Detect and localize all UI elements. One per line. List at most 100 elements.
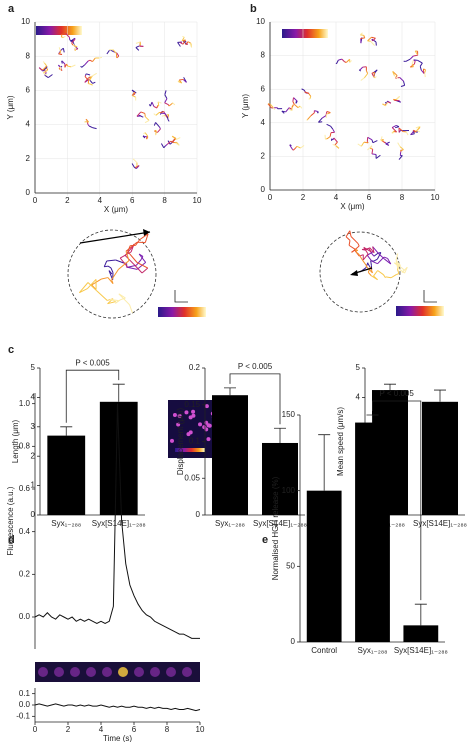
trajectory [270, 103, 274, 108]
track [409, 59, 423, 68]
trajectory [171, 135, 177, 140]
trajectory [332, 143, 337, 147]
trajectory [373, 252, 379, 257]
trajectory [411, 63, 414, 67]
y-tick-label: 1 [31, 481, 36, 490]
trajectory [398, 155, 403, 160]
trajectory [410, 131, 415, 136]
trajectory [296, 145, 301, 149]
trajectory [372, 140, 378, 144]
error-bar [366, 414, 379, 423]
x-tick-label: Syx[S14E]₁₋₂₈₈ [253, 519, 307, 528]
trajectory [388, 101, 392, 104]
track [84, 73, 94, 87]
trajectory [88, 125, 94, 129]
track [289, 144, 305, 151]
trajectory [92, 81, 96, 84]
track [142, 132, 149, 140]
trajectory [187, 41, 192, 44]
image-spot [86, 667, 96, 677]
image-spot [170, 438, 175, 443]
trajectory [43, 69, 48, 74]
image-spot [54, 667, 64, 677]
trajectory [345, 236, 351, 241]
trajectory [88, 83, 93, 86]
track [84, 72, 97, 84]
trajectory [168, 102, 173, 107]
x-tick-label: Syx[S14E]₁₋₂₈₈ [92, 519, 146, 528]
image-spot [202, 425, 207, 430]
trajectory [383, 274, 386, 278]
trajectory [138, 253, 147, 263]
track [136, 111, 150, 124]
trajectory [359, 32, 363, 36]
trajectory [366, 255, 373, 262]
trajectory [118, 293, 130, 306]
trajectory [135, 41, 141, 44]
track [391, 124, 400, 134]
error-bar [224, 387, 236, 396]
trajectory [44, 62, 48, 67]
trajectory [308, 93, 312, 97]
trajectory [189, 42, 193, 48]
x-tick-label: 4 [334, 193, 339, 202]
scale-bar [423, 290, 437, 303]
trajectory [84, 75, 87, 77]
trajectory [310, 112, 315, 117]
trajectory [413, 60, 416, 65]
trajectory [59, 49, 62, 52]
image-spot [188, 430, 193, 435]
image-spot [206, 437, 211, 442]
trajectory [385, 101, 389, 107]
track [403, 50, 419, 62]
track [182, 39, 193, 48]
trajectory [371, 36, 376, 39]
trajectory [345, 58, 351, 63]
trajectory [417, 59, 423, 64]
trajectory [372, 37, 376, 42]
trajectory [101, 277, 109, 280]
track [301, 88, 312, 100]
trajectory [292, 101, 295, 105]
image-spot [191, 409, 196, 414]
trajectory [92, 57, 96, 62]
y-tick-label: 4 [356, 393, 361, 402]
trajectory [326, 136, 331, 140]
trajectory [133, 263, 143, 274]
y-tick-label: 4 [31, 393, 36, 402]
trajectory [383, 256, 388, 259]
x-axis-label: X (μm) [340, 202, 364, 211]
trajectory [397, 142, 401, 147]
track [38, 61, 48, 72]
image-spot [191, 413, 196, 418]
y-axis-label: Y (μm) [6, 95, 15, 119]
trajectory [419, 62, 423, 67]
x-tick-label: 10 [196, 725, 205, 734]
trajectory [62, 61, 66, 65]
trajectory [398, 100, 401, 103]
error-bar [384, 383, 396, 391]
trajectory [87, 282, 97, 291]
y-tick-label: 4 [261, 118, 266, 127]
y-tick-label: 5 [31, 363, 36, 372]
trajectory [356, 251, 360, 255]
trajectory [42, 66, 48, 72]
trajectory [396, 269, 400, 274]
track [380, 136, 390, 146]
trajectory [167, 140, 171, 145]
x-tick-label: Syx₁₋₂₈₈ [51, 519, 81, 528]
trajectory [107, 300, 117, 305]
trajectory [333, 137, 338, 143]
trajectory [357, 243, 360, 247]
trajectory [360, 141, 365, 147]
track [382, 100, 392, 107]
image-spot [198, 422, 203, 427]
track [397, 142, 404, 160]
image-spot [134, 667, 144, 677]
x-tick-label: 6 [132, 725, 137, 734]
track [135, 41, 144, 51]
track [393, 96, 401, 103]
line [34, 403, 200, 639]
panel-label: d [8, 534, 15, 546]
track [267, 103, 283, 110]
